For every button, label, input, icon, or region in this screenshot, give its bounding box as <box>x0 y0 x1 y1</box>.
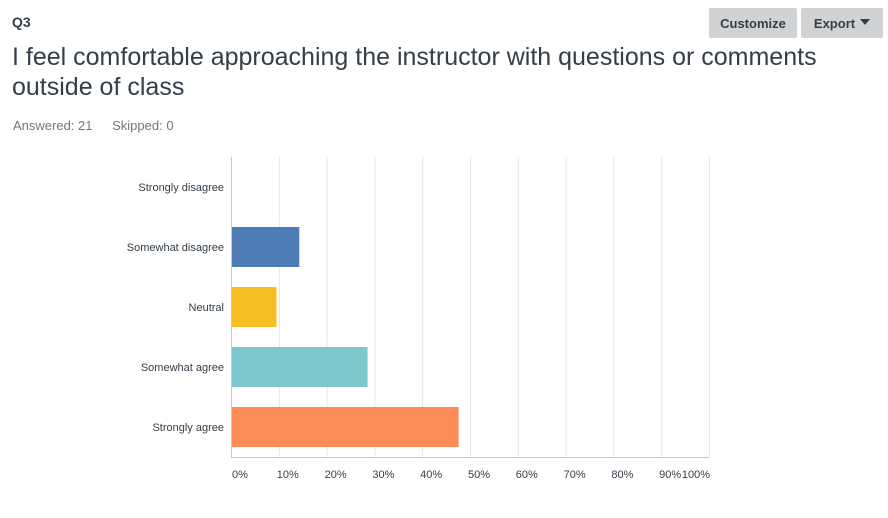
customize-button[interactable]: Customize <box>709 8 797 38</box>
x-tick-label: 80% <box>611 469 633 481</box>
x-tick-label: 40% <box>420 469 442 481</box>
x-tick-label: 0% <box>232 469 248 481</box>
customize-button-label: Customize <box>720 15 786 31</box>
caret-down-icon <box>860 19 871 25</box>
bar-somewhat-disagree[interactable] <box>232 227 300 267</box>
category-label: Strongly disagree <box>138 182 224 194</box>
export-button[interactable]: Export <box>801 8 883 38</box>
question-number: Q3 <box>12 14 31 30</box>
answered-count: Answered: 21 <box>13 118 93 133</box>
category-label: Somewhat disagree <box>127 242 224 254</box>
category-label: Somewhat agree <box>141 362 224 374</box>
category-label: Neutral <box>189 302 224 314</box>
export-button-label: Export <box>813 15 856 31</box>
x-tick-label: 60% <box>516 469 538 481</box>
x-tick-label: 10% <box>277 469 299 481</box>
bar-somewhat-agree[interactable] <box>232 347 368 387</box>
question-title: I feel comfortable approaching the instr… <box>12 43 817 101</box>
skipped-count: Skipped: 0 <box>112 118 174 133</box>
response-stats: Answered: 21 Skipped: 0 <box>13 118 174 133</box>
x-tick-label: 50% <box>468 469 490 481</box>
x-tick-label: 70% <box>564 469 586 481</box>
category-label: Strongly agree <box>152 422 224 434</box>
x-tick-label: 30% <box>372 469 394 481</box>
x-tick-label: 90% <box>659 469 681 481</box>
x-tick-label: 20% <box>325 469 347 481</box>
bar-neutral[interactable] <box>232 287 277 327</box>
bar-strongly-agree[interactable] <box>232 407 459 447</box>
x-tick-label: 100% <box>682 469 710 481</box>
